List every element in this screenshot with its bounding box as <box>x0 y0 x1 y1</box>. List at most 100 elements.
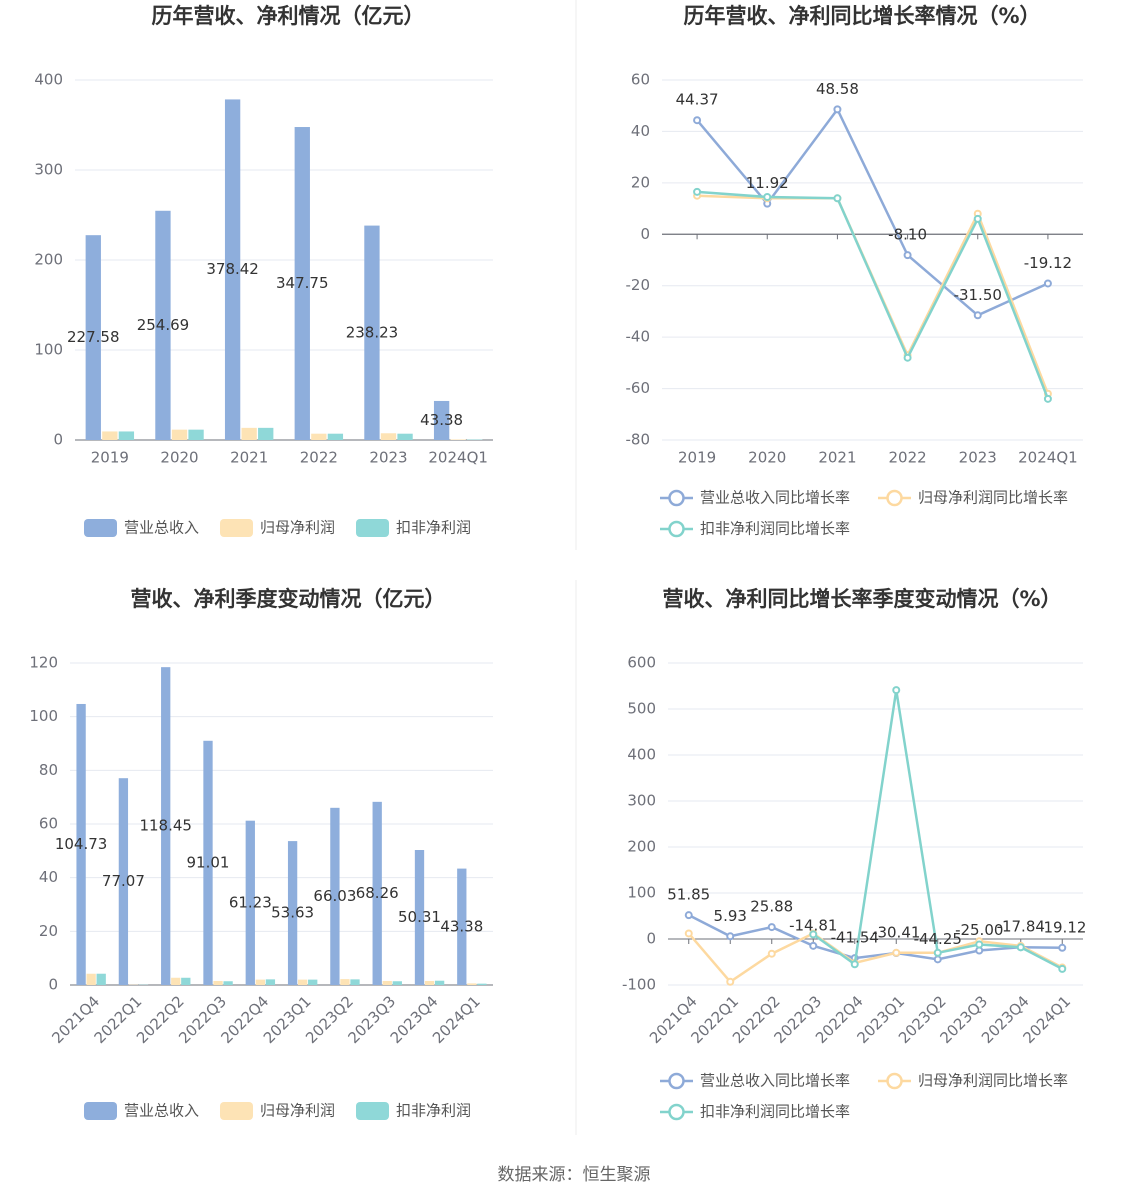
x-tick-label: 2021 <box>230 449 268 467</box>
chart-title: 历年营收、净利情况（亿元） <box>152 4 425 28</box>
point <box>933 948 942 957</box>
y-tick-label: -60 <box>626 379 651 397</box>
bar <box>372 801 382 985</box>
y-tick-label: 300 <box>34 161 63 179</box>
y-tick-label: 120 <box>29 654 58 672</box>
x-tick-label: 2024Q1 <box>428 449 488 467</box>
legend-swatch <box>886 1072 903 1090</box>
legend-label: 归母净利润 <box>260 519 335 537</box>
legend-label: 营业总收入 <box>124 519 199 537</box>
x-tick-label: 2022 <box>300 449 338 467</box>
data-label: -25.00 <box>955 921 1003 939</box>
point <box>892 686 901 695</box>
bar <box>161 667 171 985</box>
bar <box>380 433 397 440</box>
point <box>809 941 818 950</box>
data-label: -41.54 <box>831 929 879 947</box>
data-label: 11.92 <box>746 174 789 192</box>
legend-swatch <box>220 1102 253 1120</box>
point <box>903 251 912 260</box>
y-tick-label: 200 <box>34 251 63 269</box>
data-label: 77.07 <box>102 872 145 890</box>
x-tick-label: 2023 <box>369 449 407 467</box>
bar <box>255 979 266 985</box>
point <box>973 311 982 320</box>
bar <box>294 127 310 441</box>
bar <box>224 99 241 440</box>
y-tick-label: 80 <box>39 761 58 779</box>
bar <box>155 210 171 440</box>
bar <box>171 977 181 985</box>
data-label: -44.25 <box>914 930 962 948</box>
y-tick-label: -100 <box>622 976 656 994</box>
chart-title: 营收、净利同比增长率季度变动情况（%） <box>662 587 1061 611</box>
bar <box>433 400 450 440</box>
x-tick-label: 2020 <box>160 449 198 467</box>
bar <box>203 740 213 985</box>
legend-swatch <box>356 1102 389 1120</box>
point <box>833 105 842 114</box>
data-label: 66.03 <box>313 887 356 905</box>
y-tick-label: 100 <box>29 707 58 725</box>
x-tick-label: 2024Q1 <box>429 992 484 1047</box>
chart-title: 历年营收、净利同比增长率情况（%） <box>683 4 1040 28</box>
point <box>1043 394 1052 403</box>
y-tick-label: 40 <box>39 868 58 886</box>
y-tick-label: 0 <box>48 976 58 994</box>
point <box>693 187 702 196</box>
data-label: 68.26 <box>356 884 399 902</box>
bar <box>265 979 276 985</box>
legend-label: 归母净利润同比增长率 <box>918 1072 1068 1090</box>
x-tick-label: 2022 <box>888 449 926 467</box>
x-tick-label: 2021 <box>818 449 856 467</box>
y-tick-label: -80 <box>626 431 651 449</box>
bar <box>223 981 233 985</box>
data-label: 48.58 <box>816 80 859 98</box>
bar <box>96 973 106 985</box>
point <box>684 911 693 920</box>
bar <box>241 427 257 440</box>
legend-swatch <box>356 519 389 537</box>
legend-swatch <box>668 520 685 538</box>
data-label: -19.12 <box>1038 918 1086 936</box>
point <box>903 353 912 362</box>
point <box>975 940 984 949</box>
y-tick-label: 60 <box>631 71 650 89</box>
legend-swatch <box>220 519 253 537</box>
y-tick-label: 400 <box>34 71 63 89</box>
bar <box>330 807 340 985</box>
line <box>696 106 1049 317</box>
bar <box>397 433 413 440</box>
point <box>693 116 702 125</box>
bar <box>364 225 380 440</box>
data-label: 227.58 <box>67 328 120 346</box>
point <box>767 949 776 958</box>
data-label: 347.75 <box>276 274 329 292</box>
data-label: 61.23 <box>229 893 272 911</box>
bar <box>76 703 86 985</box>
legend-label: 扣非净利润同比增长率 <box>700 520 850 538</box>
data-label: 51.85 <box>667 886 710 904</box>
data-label: 43.38 <box>440 917 483 935</box>
legend-label: 归母净利润 <box>260 1102 335 1120</box>
y-tick-label: 500 <box>627 700 656 718</box>
bar <box>414 850 425 985</box>
legend-label: 归母净利润同比增长率 <box>918 489 1068 507</box>
x-tick-label: 2023 <box>959 449 997 467</box>
bar <box>118 431 135 440</box>
data-label: 118.45 <box>139 817 192 835</box>
legend-label: 营业总收入同比增长率 <box>700 489 850 507</box>
bar <box>311 433 327 440</box>
x-tick-label: 2019 <box>678 449 716 467</box>
data-label: -14.81 <box>789 916 837 934</box>
data-label: 43.38 <box>420 411 463 429</box>
bar <box>181 977 191 985</box>
bar <box>287 841 298 985</box>
legend-label: 扣非净利润 <box>396 519 471 537</box>
bar <box>102 431 118 440</box>
y-tick-label: 20 <box>39 922 58 940</box>
bar <box>434 980 445 985</box>
bar <box>424 980 435 985</box>
legend-label: 扣非净利润同比增长率 <box>700 1103 850 1121</box>
